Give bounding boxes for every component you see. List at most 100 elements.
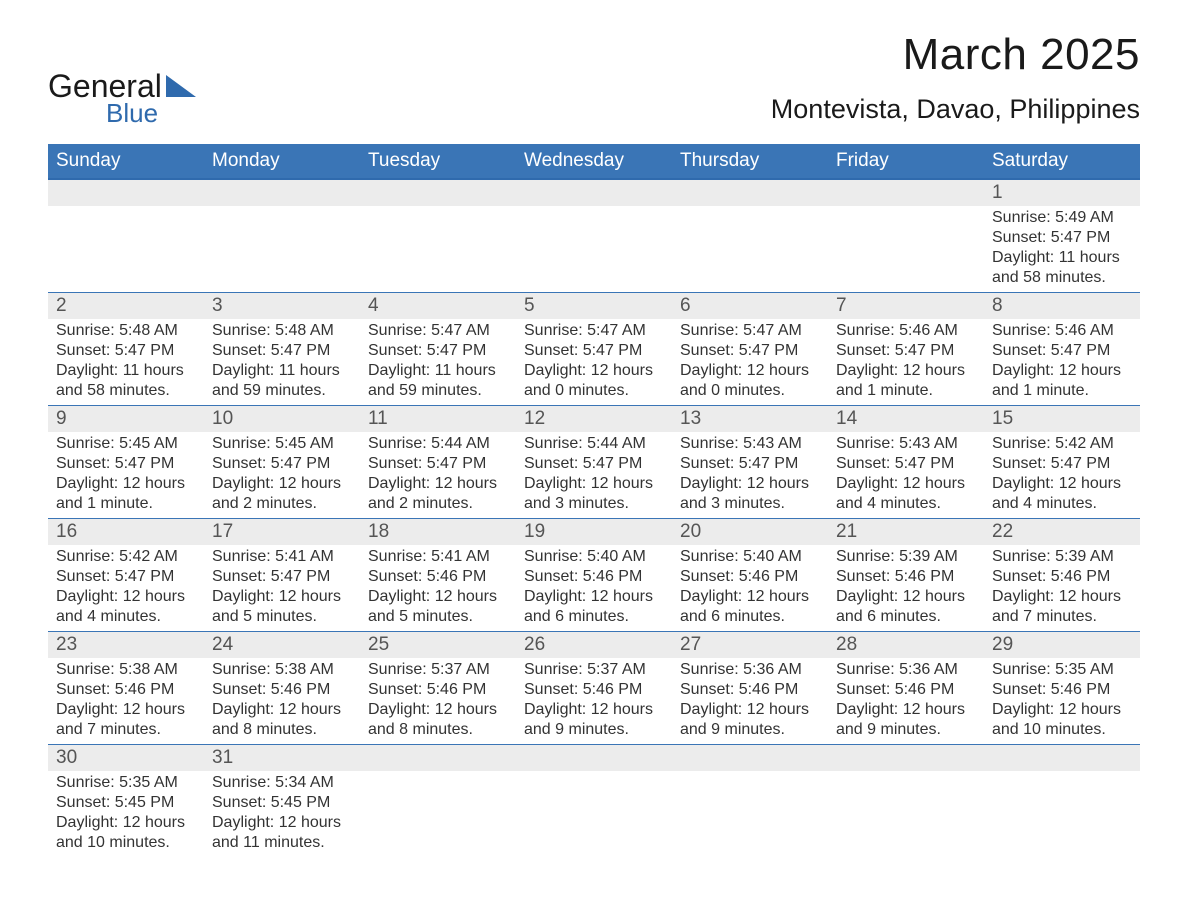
daylight-text: Daylight: 12 hours and 1 minute. xyxy=(836,361,976,401)
sunset-text: Sunset: 5:46 PM xyxy=(524,680,664,700)
daylight-text: Daylight: 11 hours and 59 minutes. xyxy=(212,361,352,401)
sunrise-text: Sunrise: 5:42 AM xyxy=(992,434,1132,454)
day-content-cell xyxy=(672,206,828,293)
day-number-cell: 21 xyxy=(828,519,984,546)
sunset-text: Sunset: 5:46 PM xyxy=(56,680,196,700)
sunset-text: Sunset: 5:47 PM xyxy=(680,341,820,361)
day-content-cell: Sunrise: 5:36 AMSunset: 5:46 PMDaylight:… xyxy=(672,658,828,745)
day-number-cell: 7 xyxy=(828,293,984,320)
title-block: March 2025 Montevista, Davao, Philippine… xyxy=(771,30,1140,125)
day-content-cell xyxy=(828,771,984,857)
day-number-cell: 30 xyxy=(48,745,204,772)
day-number-cell: 10 xyxy=(204,406,360,433)
logo-text: General Blue xyxy=(48,70,196,126)
day-content-cell: Sunrise: 5:49 AMSunset: 5:47 PMDaylight:… xyxy=(984,206,1140,293)
day-number-cell: 5 xyxy=(516,293,672,320)
sunrise-text: Sunrise: 5:44 AM xyxy=(368,434,508,454)
day-number-cell: 16 xyxy=(48,519,204,546)
sunrise-text: Sunrise: 5:37 AM xyxy=(368,660,508,680)
day-number-cell xyxy=(672,179,828,206)
sunrise-text: Sunrise: 5:37 AM xyxy=(524,660,664,680)
day-content-cell: Sunrise: 5:35 AMSunset: 5:45 PMDaylight:… xyxy=(48,771,204,857)
day-content-cell xyxy=(204,206,360,293)
sunset-text: Sunset: 5:47 PM xyxy=(992,228,1132,248)
daylight-text: Daylight: 12 hours and 6 minutes. xyxy=(836,587,976,627)
month-title: March 2025 xyxy=(771,30,1140,80)
day-content-cell xyxy=(360,771,516,857)
sunset-text: Sunset: 5:45 PM xyxy=(212,793,352,813)
sunset-text: Sunset: 5:46 PM xyxy=(836,567,976,587)
day-number-cell: 4 xyxy=(360,293,516,320)
day-number-cell xyxy=(672,745,828,772)
sunset-text: Sunset: 5:47 PM xyxy=(368,454,508,474)
day-content-cell: Sunrise: 5:46 AMSunset: 5:47 PMDaylight:… xyxy=(828,319,984,406)
daylight-text: Daylight: 12 hours and 2 minutes. xyxy=(368,474,508,514)
sunset-text: Sunset: 5:46 PM xyxy=(368,567,508,587)
sunrise-text: Sunrise: 5:38 AM xyxy=(56,660,196,680)
daylight-text: Daylight: 12 hours and 8 minutes. xyxy=(368,700,508,740)
page-header: General Blue March 2025 Montevista, Dava… xyxy=(48,30,1140,126)
day-content-cell: Sunrise: 5:42 AMSunset: 5:47 PMDaylight:… xyxy=(48,545,204,632)
sunset-text: Sunset: 5:47 PM xyxy=(212,341,352,361)
day-number-cell: 6 xyxy=(672,293,828,320)
daylight-text: Daylight: 12 hours and 1 minute. xyxy=(56,474,196,514)
day-content-cell: Sunrise: 5:45 AMSunset: 5:47 PMDaylight:… xyxy=(48,432,204,519)
day-content-cell xyxy=(828,206,984,293)
day-content-cell xyxy=(984,771,1140,857)
day-content-cell: Sunrise: 5:46 AMSunset: 5:47 PMDaylight:… xyxy=(984,319,1140,406)
sunrise-text: Sunrise: 5:45 AM xyxy=(212,434,352,454)
sunrise-text: Sunrise: 5:40 AM xyxy=(524,547,664,567)
day-number-cell: 13 xyxy=(672,406,828,433)
day-number-cell: 15 xyxy=(984,406,1140,433)
day-number-cell xyxy=(48,179,204,206)
dow-row: SundayMondayTuesdayWednesdayThursdayFrid… xyxy=(48,144,1140,179)
day-number-cell: 23 xyxy=(48,632,204,659)
day-content-cell: Sunrise: 5:40 AMSunset: 5:46 PMDaylight:… xyxy=(516,545,672,632)
daylight-text: Daylight: 12 hours and 9 minutes. xyxy=(524,700,664,740)
day-content-cell: Sunrise: 5:47 AMSunset: 5:47 PMDaylight:… xyxy=(672,319,828,406)
logo-blue: Blue xyxy=(106,100,196,126)
day-number-cell: 9 xyxy=(48,406,204,433)
sunrise-text: Sunrise: 5:49 AM xyxy=(992,208,1132,228)
day-number-cell: 17 xyxy=(204,519,360,546)
day-number-cell xyxy=(828,745,984,772)
sunset-text: Sunset: 5:47 PM xyxy=(212,454,352,474)
day-number-cell xyxy=(516,745,672,772)
week-content-row: Sunrise: 5:38 AMSunset: 5:46 PMDaylight:… xyxy=(48,658,1140,745)
day-content-cell: Sunrise: 5:39 AMSunset: 5:46 PMDaylight:… xyxy=(984,545,1140,632)
daylight-text: Daylight: 12 hours and 6 minutes. xyxy=(680,587,820,627)
sunrise-text: Sunrise: 5:36 AM xyxy=(680,660,820,680)
daylight-text: Daylight: 12 hours and 7 minutes. xyxy=(992,587,1132,627)
day-content-cell: Sunrise: 5:45 AMSunset: 5:47 PMDaylight:… xyxy=(204,432,360,519)
day-number-cell xyxy=(828,179,984,206)
daylight-text: Daylight: 12 hours and 10 minutes. xyxy=(992,700,1132,740)
day-number-cell: 18 xyxy=(360,519,516,546)
day-content-cell: Sunrise: 5:44 AMSunset: 5:47 PMDaylight:… xyxy=(516,432,672,519)
day-number-cell: 1 xyxy=(984,179,1140,206)
sunset-text: Sunset: 5:46 PM xyxy=(992,680,1132,700)
daylight-text: Daylight: 12 hours and 2 minutes. xyxy=(212,474,352,514)
sunset-text: Sunset: 5:47 PM xyxy=(836,341,976,361)
sunrise-text: Sunrise: 5:39 AM xyxy=(836,547,976,567)
day-content-cell: Sunrise: 5:48 AMSunset: 5:47 PMDaylight:… xyxy=(204,319,360,406)
dow-header: Tuesday xyxy=(360,144,516,179)
day-content-cell: Sunrise: 5:37 AMSunset: 5:46 PMDaylight:… xyxy=(360,658,516,745)
week-content-row: Sunrise: 5:48 AMSunset: 5:47 PMDaylight:… xyxy=(48,319,1140,406)
calendar-table: SundayMondayTuesdayWednesdayThursdayFrid… xyxy=(48,144,1140,857)
sunrise-text: Sunrise: 5:34 AM xyxy=(212,773,352,793)
sunset-text: Sunset: 5:47 PM xyxy=(212,567,352,587)
daylight-text: Daylight: 12 hours and 0 minutes. xyxy=(680,361,820,401)
daylight-text: Daylight: 12 hours and 7 minutes. xyxy=(56,700,196,740)
day-content-cell: Sunrise: 5:44 AMSunset: 5:47 PMDaylight:… xyxy=(360,432,516,519)
sunrise-text: Sunrise: 5:40 AM xyxy=(680,547,820,567)
day-number-cell xyxy=(360,745,516,772)
sunset-text: Sunset: 5:47 PM xyxy=(836,454,976,474)
day-number-cell: 19 xyxy=(516,519,672,546)
daylight-text: Daylight: 12 hours and 9 minutes. xyxy=(680,700,820,740)
day-number-cell xyxy=(360,179,516,206)
day-content-cell xyxy=(48,206,204,293)
dow-header: Thursday xyxy=(672,144,828,179)
sunrise-text: Sunrise: 5:46 AM xyxy=(992,321,1132,341)
daylight-text: Daylight: 12 hours and 3 minutes. xyxy=(524,474,664,514)
week-daynum-row: 16171819202122 xyxy=(48,519,1140,546)
